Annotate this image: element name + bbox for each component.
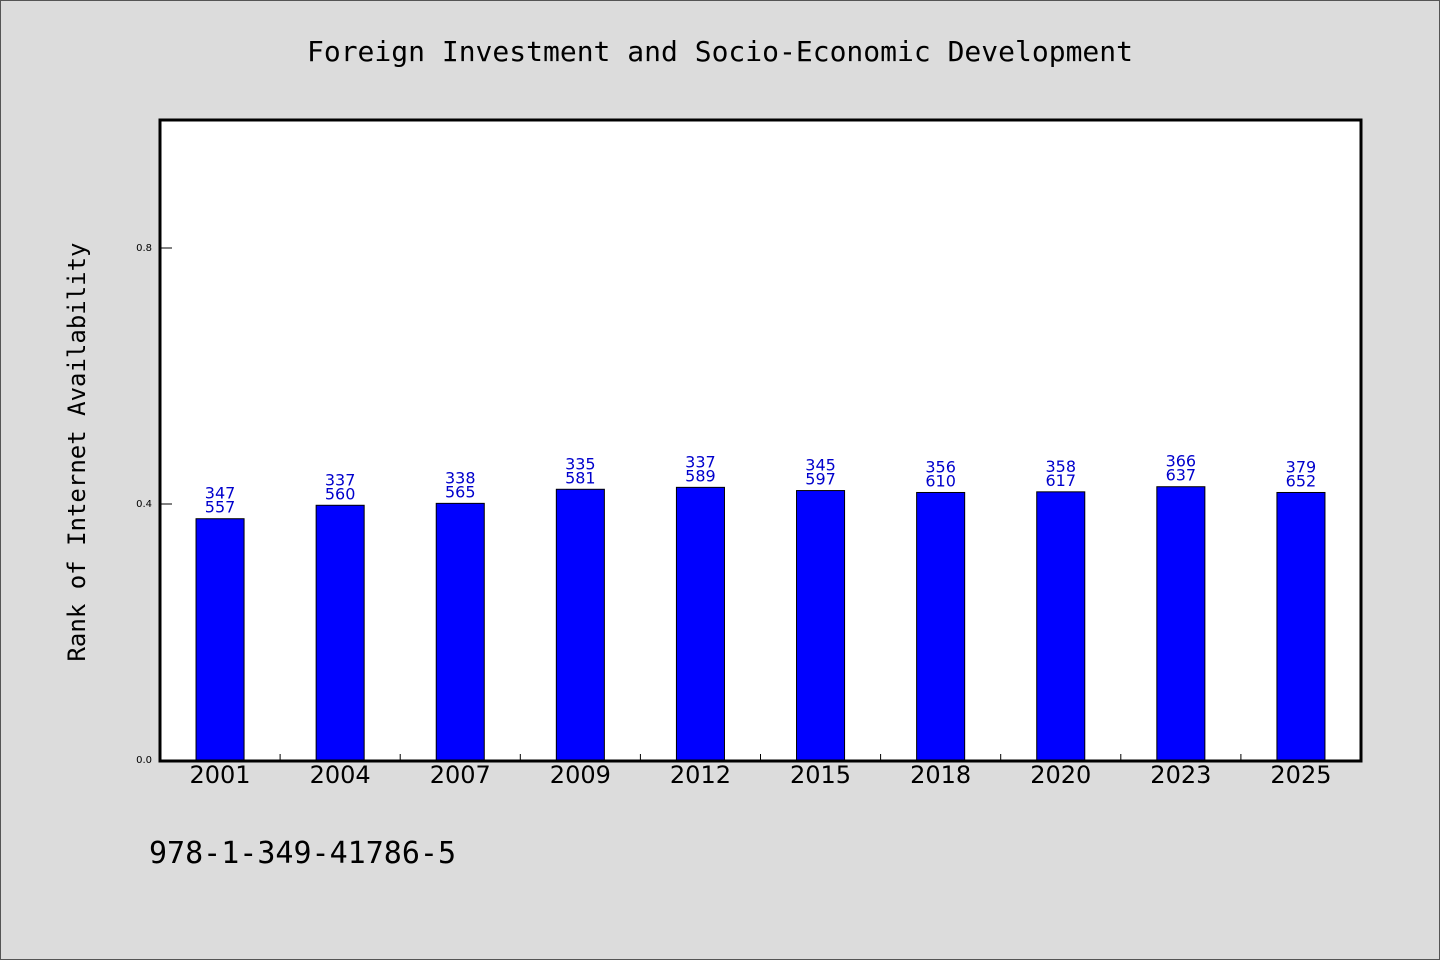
data-label-bottom-2007: 565 — [445, 482, 476, 501]
data-label-top-2018: 356 — [925, 457, 956, 476]
data-label-top-2004: 337 — [325, 470, 356, 489]
data-label-top-2025: 379 — [1286, 457, 1317, 476]
data-label-top-2015: 345 — [805, 456, 836, 475]
data-label-top-2023: 366 — [1166, 452, 1197, 471]
bar-2018 — [916, 491, 966, 761]
data-label-bottom-2009: 581 — [565, 468, 596, 487]
y-tick-label: 0.4 — [136, 499, 152, 510]
x-axis: 2001 2004 2007 2009 2012 2015 2018 2020 2023 2025 — [190, 754, 1331, 789]
bar-2004 — [315, 504, 365, 761]
bar-2001 — [195, 518, 245, 761]
data-label-bottom-2012: 589 — [685, 466, 716, 485]
chart-title: Foreign Investment and Socio-Economic De… — [307, 35, 1133, 68]
bar-2009 — [555, 488, 605, 761]
bar-2012 — [675, 486, 725, 761]
bar-2025 — [1276, 491, 1326, 761]
y-axis-label: Rank of Internet Availability — [63, 242, 91, 661]
data-label-bottom-2025: 652 — [1286, 471, 1317, 490]
x-tick-label-2025: 2025 — [1270, 761, 1331, 789]
x-tick-label-2015: 2015 — [790, 761, 851, 789]
data-label-bottom-2004: 560 — [325, 484, 356, 503]
data-labels: 3475573375603385653355813375893455973566… — [205, 452, 1316, 517]
data-label-bottom-2020: 617 — [1045, 471, 1076, 490]
data-label-bottom-2018: 610 — [925, 471, 956, 490]
data-label-bottom-2015: 597 — [805, 470, 836, 489]
data-label-top-2012: 337 — [685, 452, 716, 471]
x-tick-label-2018: 2018 — [910, 761, 971, 789]
y-tick-label: 0.0 — [136, 755, 152, 766]
bar-2020 — [1036, 491, 1086, 761]
data-label-bottom-2023: 637 — [1166, 466, 1197, 485]
data-label-top-2009: 335 — [565, 454, 596, 473]
data-label-top-2007: 338 — [445, 468, 476, 487]
x-tick-label-2012: 2012 — [670, 761, 731, 789]
x-tick-label-2009: 2009 — [550, 761, 611, 789]
bar-2007 — [435, 502, 485, 761]
bars-layer — [195, 486, 1326, 761]
y-axis: 0.0 0.4 0.8 — [136, 243, 172, 766]
data-label-top-2001: 347 — [205, 484, 236, 503]
data-label-top-2020: 358 — [1045, 457, 1076, 476]
x-tick-label-2001: 2001 — [190, 761, 251, 789]
bar-2015 — [796, 490, 846, 761]
y-tick-label: 0.8 — [136, 243, 152, 254]
x-tick-label-2023: 2023 — [1150, 761, 1211, 789]
x-tick-label-2004: 2004 — [310, 761, 371, 789]
x-tick-label-2007: 2007 — [430, 761, 491, 789]
isbn-footer: 978-1-349-41786-5 — [149, 836, 456, 871]
bar-2023 — [1156, 486, 1206, 761]
x-tick-label-2020: 2020 — [1030, 761, 1091, 789]
data-label-bottom-2001: 557 — [205, 498, 236, 517]
